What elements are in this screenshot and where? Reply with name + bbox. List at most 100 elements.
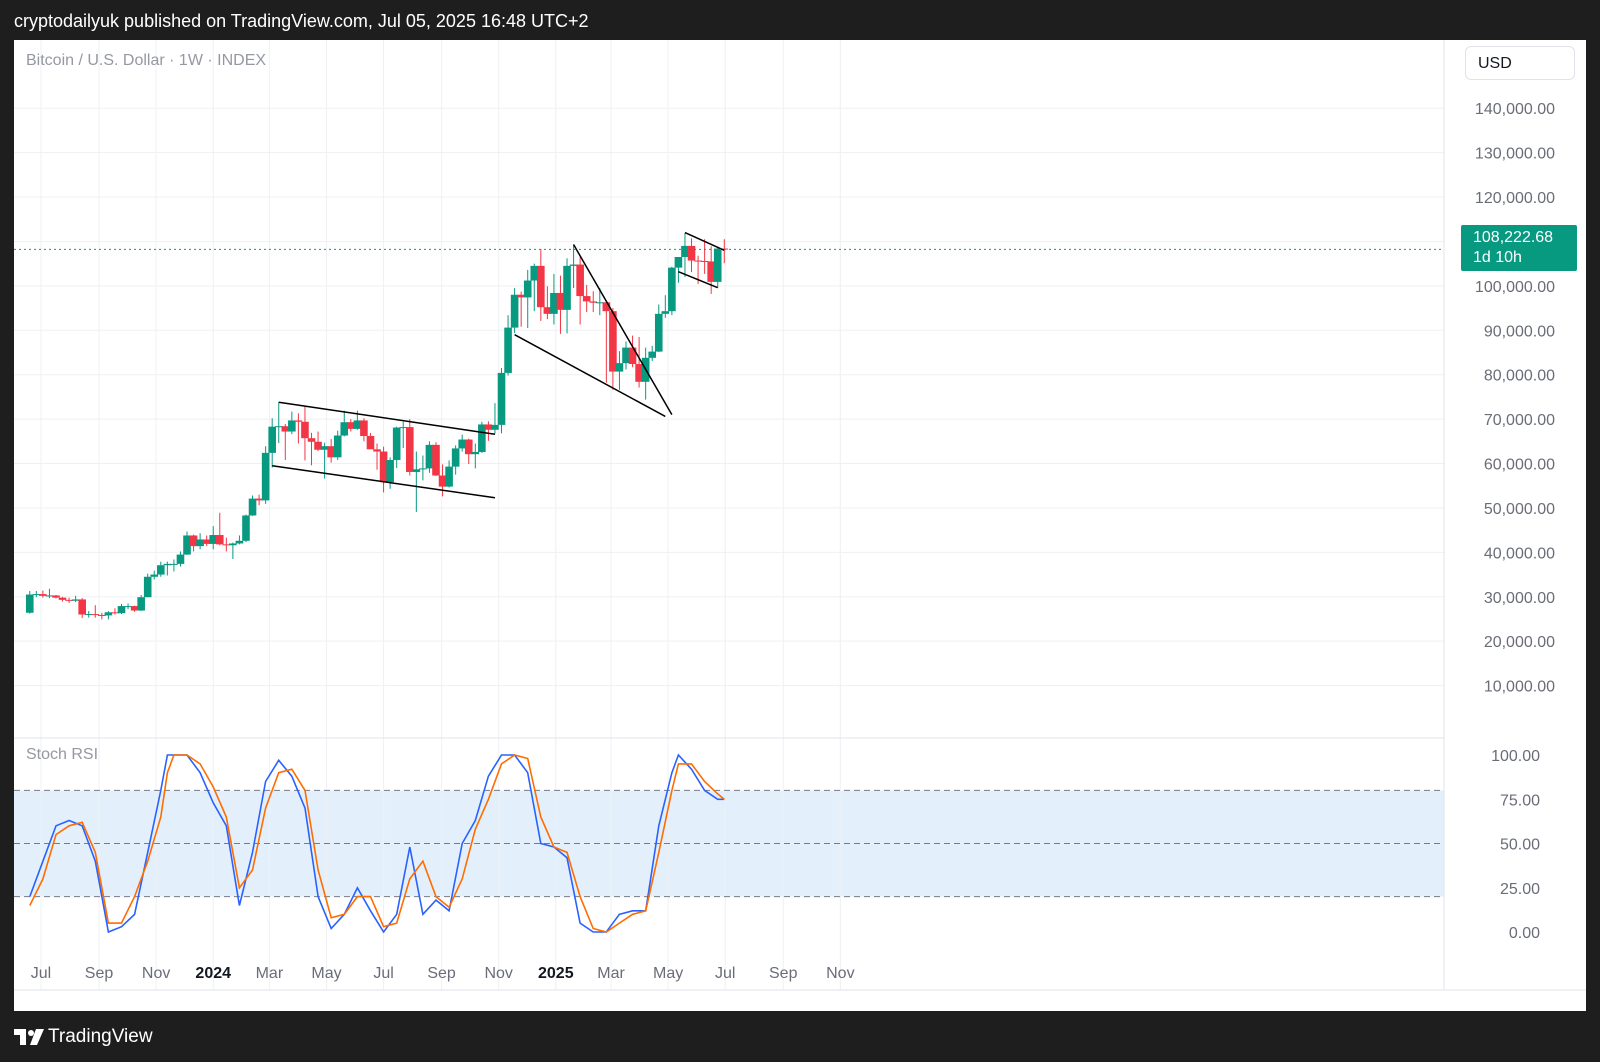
stoch-rsi-label: Stoch RSI: [26, 746, 99, 763]
y-tick-label: 50,000.00: [1484, 501, 1555, 518]
candle-body: [681, 245, 689, 257]
y-tick-label: 20,000.00: [1484, 634, 1555, 651]
candle: [523, 269, 532, 329]
candle: [386, 457, 394, 489]
candle-body: [294, 420, 303, 422]
candle: [71, 595, 80, 603]
candle-body: [320, 446, 329, 450]
candle: [268, 418, 276, 468]
candle-body: [333, 435, 342, 458]
candle-body: [366, 435, 375, 450]
candle-body: [242, 515, 250, 541]
candle-body: [137, 597, 145, 611]
candle: [609, 308, 617, 390]
trendline: [272, 464, 496, 499]
candle: [111, 608, 119, 615]
x-tick-label: Sep: [769, 965, 798, 982]
candle-body: [235, 540, 244, 544]
candle-body: [445, 466, 453, 487]
tradingview-brand: TradingView: [48, 1026, 153, 1047]
candle: [569, 244, 578, 289]
last-price-tag: 108,222.68 1d 10h: [1461, 225, 1577, 271]
candle-body: [84, 614, 93, 616]
candle-body: [65, 599, 73, 601]
candle-body: [523, 280, 532, 298]
stoch-y-tick-label: 0.00: [1509, 925, 1540, 942]
candle-body: [582, 296, 591, 302]
candle-body: [602, 302, 611, 312]
candle: [45, 588, 54, 599]
candle: [373, 443, 381, 470]
stoch-y-tick-label: 100.00: [1491, 748, 1540, 765]
candle: [576, 257, 584, 325]
candle-body: [517, 294, 525, 298]
currency-selector[interactable]: USD: [1465, 46, 1575, 80]
candle: [294, 413, 303, 444]
x-tick-label: Jul: [715, 965, 735, 982]
publish-info: cryptodailyuk published on TradingView.c…: [14, 11, 589, 31]
candle: [550, 273, 558, 325]
y-tick-label: 40,000.00: [1484, 545, 1555, 562]
candle-body: [713, 248, 722, 282]
candle: [458, 434, 466, 452]
candle-body: [327, 446, 335, 458]
candle: [510, 288, 519, 333]
x-tick-label: 2024: [195, 965, 231, 982]
candle-body: [189, 535, 198, 547]
candle-body: [183, 535, 191, 555]
candle-body: [668, 267, 676, 312]
trendline: [678, 270, 719, 289]
candle-body: [25, 594, 34, 613]
candle-body: [550, 292, 558, 314]
chart-panel[interactable]: Jul Sep Nov 2024 Mar May Jul Sep Nov 2025 Mar May Ju…: [14, 40, 1586, 1011]
candle-body: [229, 543, 237, 546]
candle: [504, 315, 512, 376]
candle-body: [314, 441, 322, 450]
candle-body: [209, 535, 218, 544]
candle: [137, 594, 145, 611]
candle: [720, 239, 729, 264]
candle: [215, 512, 224, 546]
candle-body: [157, 565, 165, 575]
candle-body: [537, 265, 545, 308]
candle: [635, 336, 643, 388]
candle: [327, 439, 335, 463]
y-tick-label: 120,000.00: [1475, 190, 1555, 207]
candle: [307, 432, 316, 466]
candle: [713, 248, 722, 288]
candle: [25, 590, 34, 614]
candle-body: [386, 459, 394, 483]
candle: [242, 514, 250, 543]
candle-body: [399, 427, 408, 429]
y-tick-label: 140,000.00: [1475, 101, 1555, 118]
candle-body: [150, 574, 159, 577]
candle: [412, 451, 421, 512]
candle-body: [648, 351, 657, 358]
candle-body: [694, 260, 702, 262]
candle: [39, 590, 47, 598]
candle: [183, 531, 191, 556]
candle: [281, 423, 290, 460]
candle-body: [360, 420, 368, 436]
chart-canvas[interactable]: Jul Sep Nov 2024 Mar May Jul Sep Nov 2025 Mar May Ju…: [14, 40, 1586, 1011]
candle: [104, 610, 113, 620]
candle: [65, 597, 73, 603]
candle: [700, 239, 709, 274]
candle-body: [281, 426, 290, 432]
candle-body: [170, 563, 178, 565]
candle-body: [504, 327, 512, 373]
candle: [681, 233, 689, 277]
candle-body: [347, 422, 355, 429]
candle-body: [71, 599, 80, 601]
candle-body: [510, 294, 519, 328]
candle-body: [104, 612, 113, 616]
x-tick-label: Jul: [373, 965, 393, 982]
candle-body: [301, 421, 309, 439]
candle-body: [687, 245, 696, 261]
candle-body: [248, 498, 257, 516]
y-tick-label: 80,000.00: [1484, 368, 1555, 385]
candle: [255, 494, 263, 506]
candle: [248, 495, 257, 516]
candle-body: [595, 302, 604, 304]
x-tick-label: Nov: [484, 965, 512, 982]
